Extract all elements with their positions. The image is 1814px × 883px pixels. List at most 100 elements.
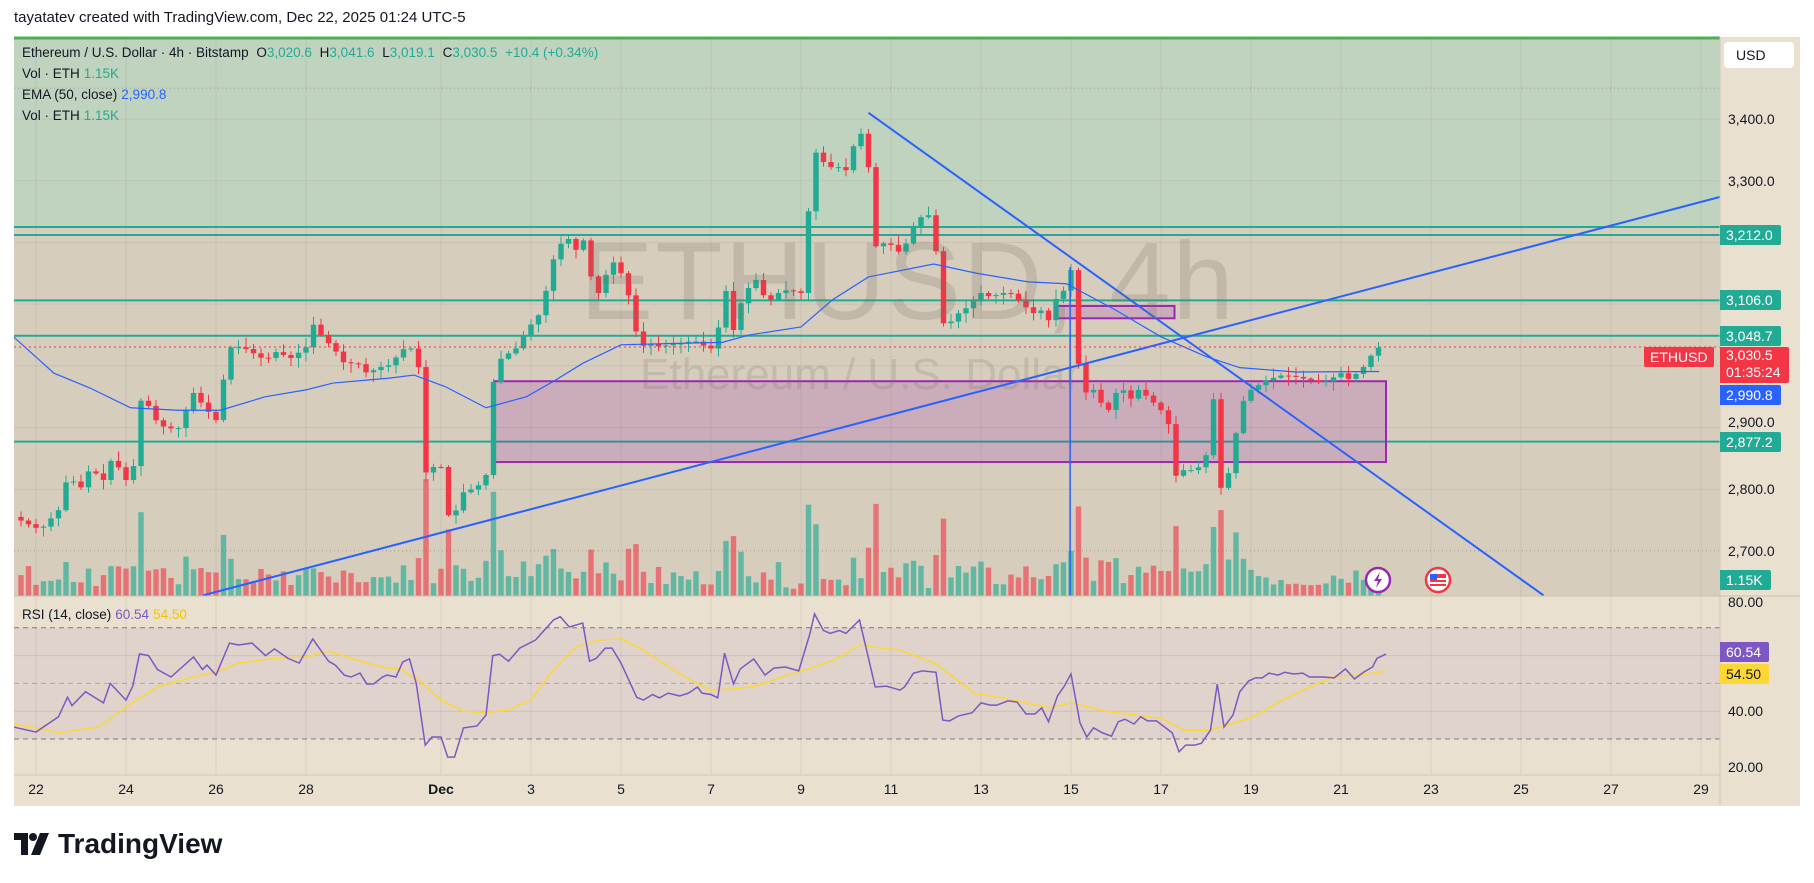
legend-volume[interactable]: Vol · ETH 1.15K	[22, 66, 123, 81]
candle-body	[843, 167, 849, 171]
candle-body	[1075, 270, 1082, 364]
candle-body	[1353, 373, 1359, 379]
volume-bar	[528, 576, 534, 596]
rsi-ma-value: 54.50	[153, 607, 187, 622]
volume-bar	[1083, 557, 1089, 596]
candle-body	[183, 409, 189, 429]
candle-body	[1233, 433, 1239, 474]
candle-body	[100, 473, 107, 480]
candle-body	[835, 167, 842, 169]
volume-bar	[243, 579, 249, 596]
volume-bar	[505, 576, 512, 596]
last-price: 3,030.5	[1726, 346, 1773, 363]
volume-bar	[813, 524, 819, 596]
candle-body	[790, 290, 797, 292]
candle-body	[1300, 376, 1307, 379]
candle-body	[993, 295, 999, 297]
rsi-tick: 20.00	[1728, 758, 1764, 775]
volume-bar	[385, 576, 392, 596]
candle-body	[805, 211, 812, 293]
candle-body	[235, 347, 242, 349]
candle-body	[1323, 381, 1329, 383]
volume-bar	[85, 568, 92, 596]
candle-body	[588, 240, 594, 277]
ema-label: EMA (50, close)	[22, 87, 118, 102]
volume-bar	[550, 548, 557, 596]
candle-body	[445, 466, 452, 516]
volume-bar	[1338, 578, 1344, 596]
volume-bar	[1023, 566, 1029, 596]
volume-bar	[858, 578, 864, 596]
candle-body	[145, 400, 152, 406]
candle-body	[25, 520, 32, 525]
volume-bar	[1233, 532, 1239, 596]
legend-rsi[interactable]: RSI (14, close) 60.54 54.50	[22, 607, 191, 622]
candle-body	[1368, 355, 1374, 368]
volume-bar	[1075, 506, 1082, 596]
symbol-title[interactable]: Ethereum / U.S. Dollar · 4h · Bitstamp	[22, 45, 249, 60]
volume-bar	[1038, 579, 1044, 596]
us-flag-event-icon[interactable]	[1424, 566, 1452, 594]
volume-bar	[513, 576, 519, 596]
candle-body	[370, 370, 377, 373]
rsi-tag: 60.54	[1720, 642, 1770, 663]
candle-body	[918, 217, 924, 227]
volume-bar	[738, 551, 744, 596]
volume-bar	[970, 566, 977, 596]
tradingview-logo[interactable]: TradingView	[14, 828, 222, 860]
time-label: 13	[973, 781, 989, 797]
volume-bar	[1248, 569, 1254, 596]
candle-body	[250, 349, 257, 354]
candle-body	[400, 349, 407, 358]
candle-body	[265, 357, 272, 359]
legend-ema[interactable]: EMA (50, close) 2,990.8	[22, 87, 170, 102]
time-label: Dec	[428, 781, 454, 797]
legend-volume-2[interactable]: Vol · ETH 1.15K	[22, 108, 123, 123]
price-tick: 3,300.0	[1728, 172, 1775, 189]
volume-bar	[1195, 571, 1202, 596]
candle-body	[640, 331, 647, 346]
level-price-tag: 3,048.7	[1720, 325, 1781, 346]
volume-bar	[25, 566, 32, 596]
candle-body	[1120, 390, 1127, 393]
candle-body	[655, 343, 662, 347]
candle-body	[580, 240, 587, 250]
volume-bar	[663, 583, 669, 596]
candle-body	[63, 482, 69, 511]
legend-main-series[interactable]: Ethereum / U.S. Dollar · 4h · Bitstamp O…	[22, 45, 602, 60]
volume-bar	[378, 577, 384, 596]
volume-bar	[700, 584, 707, 596]
time-label: 22	[28, 781, 44, 797]
volume-bar	[100, 575, 107, 596]
candle-body	[1128, 390, 1134, 399]
volume-bar	[1030, 577, 1037, 596]
volume-bar	[145, 570, 152, 596]
candle-body	[1263, 380, 1269, 386]
candle-body	[190, 392, 197, 410]
candle-body	[940, 251, 947, 324]
lightning-event-icon[interactable]	[1364, 566, 1392, 594]
volume-bar	[1203, 564, 1209, 596]
volume-bar	[693, 571, 699, 596]
volume-bar	[648, 582, 654, 596]
horizontal-levels[interactable]	[14, 225, 1720, 443]
candle-body	[873, 167, 879, 247]
trendline	[202, 195, 1720, 596]
volume-bar	[1353, 570, 1359, 596]
trendlines[interactable]	[202, 112, 1721, 607]
time-label: 28	[298, 781, 314, 797]
rsi-value: 60.54	[115, 607, 150, 622]
volume-bar	[535, 564, 542, 596]
volume-bar	[895, 577, 902, 596]
currency-button[interactable]: USD	[1724, 42, 1794, 68]
volume-bar	[1308, 585, 1314, 596]
volume-bar	[580, 571, 587, 596]
volume-bar	[640, 571, 647, 596]
candle-body	[130, 466, 137, 480]
candle-body	[850, 146, 857, 171]
candle-body	[1135, 389, 1142, 399]
volume-bar	[153, 569, 159, 596]
candle-body	[828, 162, 834, 168]
volume-bar	[370, 577, 377, 596]
